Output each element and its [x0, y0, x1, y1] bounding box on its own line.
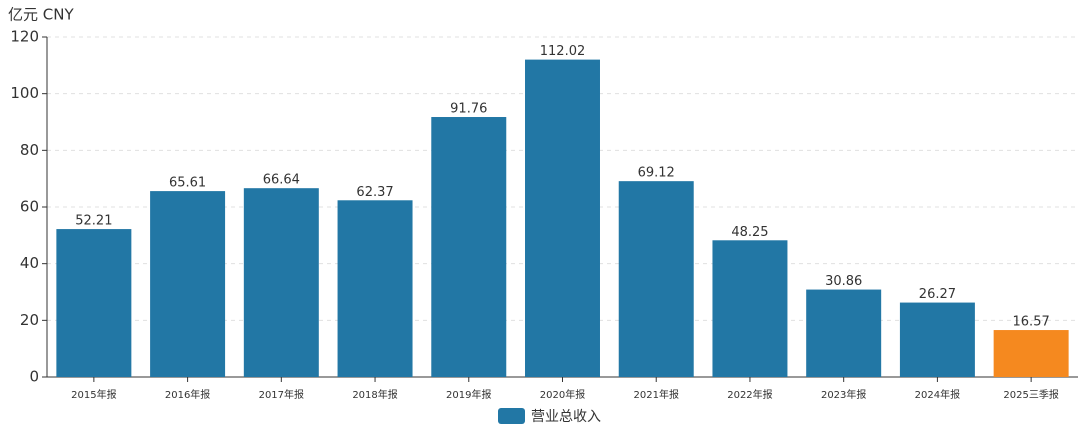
value-label: 16.57: [1013, 315, 1050, 330]
bar: [806, 289, 882, 377]
bar: [337, 200, 413, 377]
bar: [150, 191, 226, 377]
x-tick-label: 2020年报: [540, 388, 585, 401]
x-tick-label: 2023年报: [821, 388, 866, 401]
x-tick-label: 2025三季报: [1003, 388, 1058, 401]
bar: [431, 117, 507, 377]
x-tick-label: 2021年报: [634, 388, 679, 401]
y-tick-label: 80: [20, 141, 39, 159]
x-tick-label: 2018年报: [352, 388, 397, 401]
value-label: 52.21: [75, 214, 112, 229]
x-tick-label: 2015年报: [71, 388, 116, 401]
value-label: 48.25: [731, 225, 768, 240]
y-tick-label: 0: [29, 368, 39, 386]
value-label: 91.76: [450, 102, 487, 117]
value-label: 65.61: [169, 176, 206, 191]
bar: [56, 229, 132, 377]
bar: [525, 59, 600, 378]
bar: [899, 302, 975, 377]
bar: [993, 330, 1069, 377]
value-label: 66.64: [263, 173, 300, 188]
x-tick-label: 2017年报: [259, 388, 304, 401]
value-label: 69.12: [638, 166, 675, 181]
legend-swatch: [498, 408, 525, 424]
x-tick-label: 2016年报: [165, 388, 210, 401]
bar: [618, 181, 694, 377]
y-tick-label: 100: [10, 84, 39, 102]
bar: [243, 188, 319, 377]
x-tick-label: 2024年报: [915, 388, 960, 401]
x-tick-label: 2019年报: [446, 388, 491, 401]
bar: [712, 240, 788, 377]
legend-label: 营业总收入: [531, 409, 601, 425]
y-tick-label: 120: [10, 28, 39, 46]
value-label: 26.27: [919, 287, 956, 302]
y-tick-label: 20: [20, 311, 39, 329]
unit-label: 亿元 CNY: [8, 6, 74, 24]
value-label: 30.86: [825, 274, 862, 289]
x-tick-label: 2022年报: [727, 388, 772, 401]
value-label: 112.02: [540, 44, 586, 59]
value-label: 62.37: [356, 185, 393, 200]
y-tick-label: 60: [20, 198, 39, 216]
y-tick-label: 40: [20, 254, 39, 272]
